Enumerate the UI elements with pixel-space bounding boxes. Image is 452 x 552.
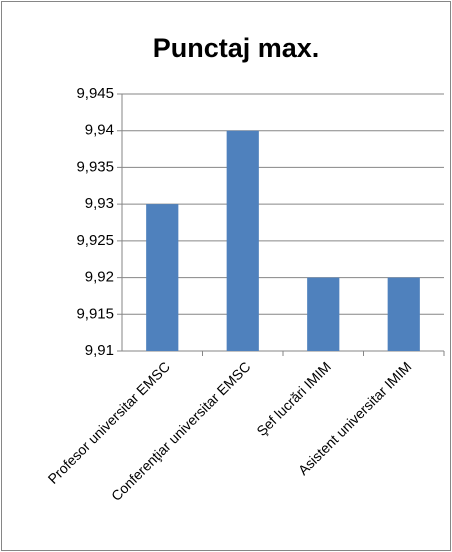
y-tick-label: 9,94 xyxy=(85,122,114,139)
bar xyxy=(146,204,179,351)
y-tick-label: 9,945 xyxy=(76,85,114,102)
y-tick-label: 9,91 xyxy=(85,342,114,359)
chart-title: Punctaj max. xyxy=(153,33,320,63)
y-tick-label: 9,935 xyxy=(76,158,114,175)
bar xyxy=(307,277,340,351)
y-tick-label: 9,93 xyxy=(85,195,114,212)
y-tick-label: 9,925 xyxy=(76,232,114,249)
bar xyxy=(387,277,420,351)
y-tick-label: 9,915 xyxy=(76,305,114,322)
bar xyxy=(226,130,259,351)
y-tick-label: 9,92 xyxy=(85,269,114,286)
